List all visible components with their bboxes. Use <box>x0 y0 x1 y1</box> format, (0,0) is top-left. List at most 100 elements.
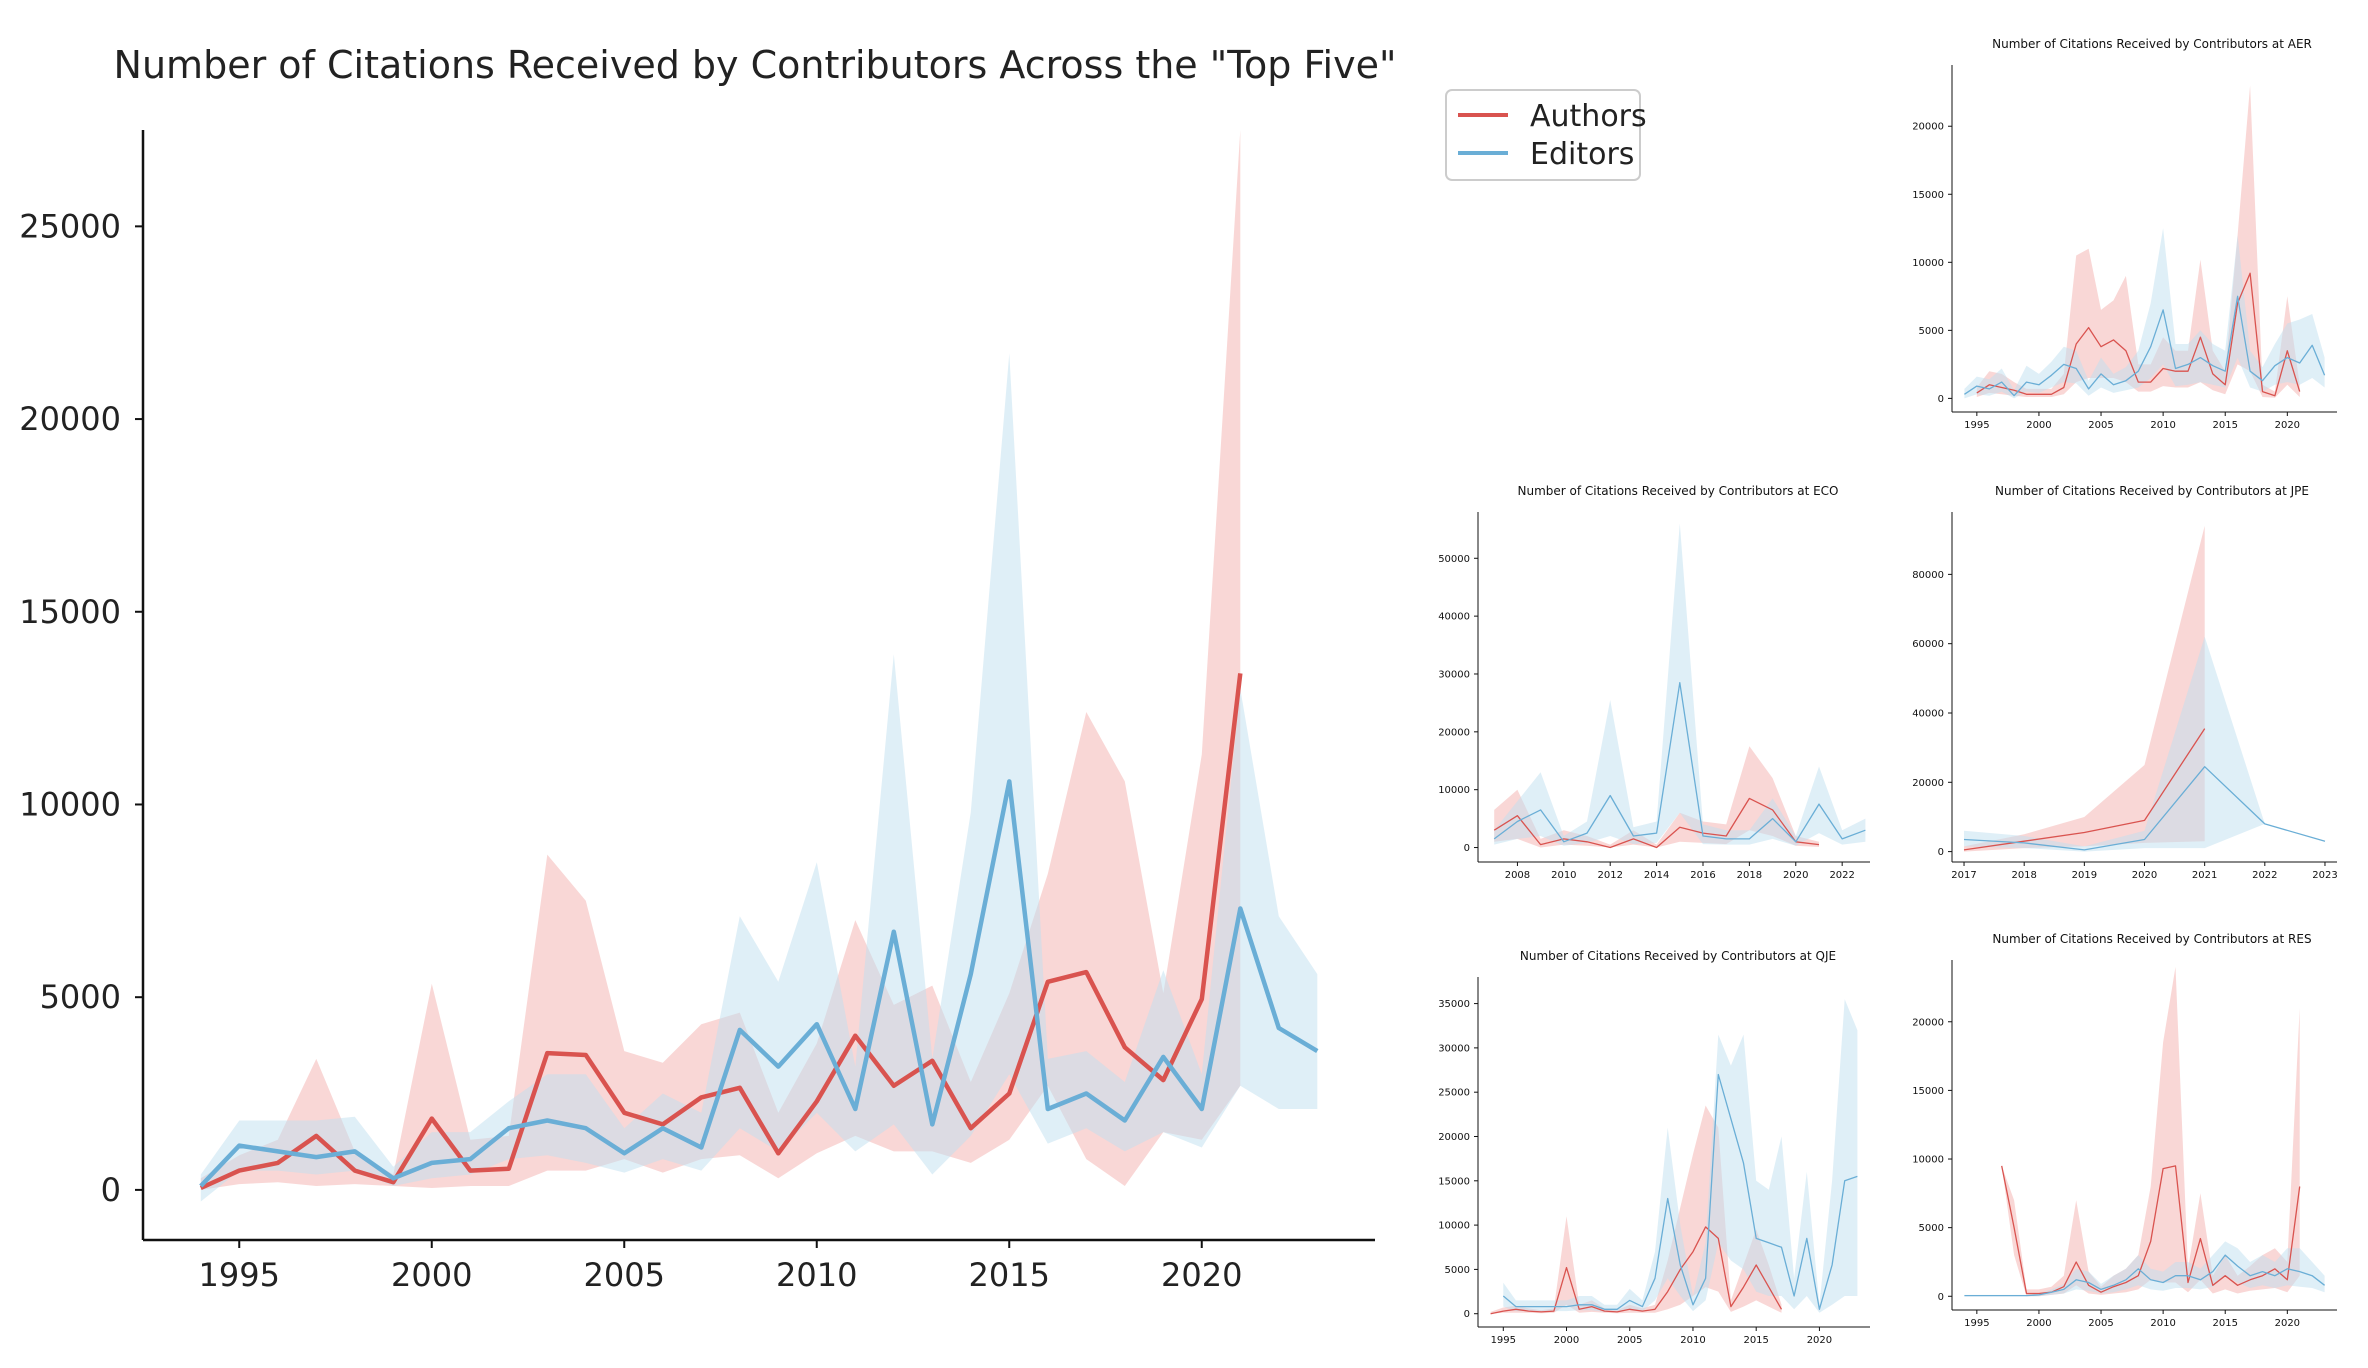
legend-frame <box>1445 89 1641 181</box>
top5-y-tick-label: 25000 <box>19 207 121 245</box>
top5-x-tick-label: 2005 <box>584 1256 665 1294</box>
top5-x-tick-label: 1995 <box>199 1256 280 1294</box>
res-y-tick-label: 5000 <box>1919 1223 1944 1234</box>
top5-y-tick-label: 20000 <box>19 400 121 438</box>
res-y-tick-label: 15000 <box>1912 1086 1944 1097</box>
eco-x-tick-label: 2010 <box>1551 870 1576 881</box>
jpe-y-tick-label: 20000 <box>1912 778 1944 789</box>
jpe-chart: Number of Citations Received by Contribu… <box>1912 484 2338 881</box>
jpe-x-tick-label: 2022 <box>2252 870 2277 881</box>
qje-y-tick-label: 35000 <box>1438 999 1470 1010</box>
res-x-tick-label: 2015 <box>2212 1318 2237 1329</box>
aer-y-tick-label: 10000 <box>1912 258 1944 269</box>
eco-x-tick-label: 2018 <box>1737 870 1762 881</box>
qje-y-tick-label: 15000 <box>1438 1176 1470 1187</box>
res-authors-band <box>2001 966 2300 1297</box>
aer-x-tick-label: 2020 <box>2275 420 2300 431</box>
qje-x-tick-label: 2005 <box>1617 1335 1642 1346</box>
eco-chart: Number of Citations Received by Contribu… <box>1438 484 1870 881</box>
qje-x-tick-label: 2015 <box>1743 1335 1768 1346</box>
qje-y-tick-label: 5000 <box>1445 1265 1470 1276</box>
jpe-x-tick-label: 2023 <box>2312 870 2337 881</box>
eco-y-tick-label: 0 <box>1464 843 1470 854</box>
eco-x-tick-label: 2012 <box>1597 870 1622 881</box>
jpe-y-tick-label: 80000 <box>1912 570 1944 581</box>
qje-y-tick-label: 20000 <box>1438 1132 1470 1143</box>
legend: Authors Editors <box>1445 89 1647 181</box>
top5-y-tick-label: 5000 <box>40 978 121 1016</box>
aer-x-tick-label: 2015 <box>2212 420 2237 431</box>
aer-authors-band <box>1976 85 2300 398</box>
top5-editors-band <box>200 353 1318 1202</box>
qje-authors-line <box>1490 1226 1783 1315</box>
qje-y-tick-label: 30000 <box>1438 1043 1470 1054</box>
qje-chart: Number of Citations Received by Contribu… <box>1438 949 1870 1346</box>
eco-y-tick-label: 30000 <box>1438 669 1470 680</box>
res-chart-title: Number of Citations Received by Contribu… <box>1992 932 2311 946</box>
res-y-tick-label: 20000 <box>1912 1017 1944 1028</box>
aer-y-tick-label: 20000 <box>1912 122 1944 133</box>
eco-x-tick-label: 2016 <box>1690 870 1715 881</box>
legend-editors-label: Editors <box>1530 137 1634 172</box>
aer-x-tick-label: 2005 <box>2088 420 2113 431</box>
top5-editors-line <box>199 779 1319 1188</box>
jpe-x-tick-label: 2017 <box>1951 870 1976 881</box>
aer-editors-band <box>1964 228 2325 399</box>
top5-y-tick-label: 15000 <box>19 593 121 631</box>
top5-x-tick-label: 2010 <box>776 1256 857 1294</box>
eco-y-tick-label: 20000 <box>1438 727 1470 738</box>
res-x-tick-label: 2010 <box>2150 1318 2175 1329</box>
main-chart-title: Number of Citations Received by Contribu… <box>114 43 1397 87</box>
aer-y-tick-label: 15000 <box>1912 190 1944 201</box>
top5-x-tick-label: 2000 <box>391 1256 472 1294</box>
qje-editors-band <box>1503 999 1858 1313</box>
eco-x-tick-label: 2014 <box>1644 870 1669 881</box>
aer-chart: Number of Citations Received by Contribu… <box>1912 37 2337 431</box>
aer-x-tick-label: 2000 <box>2026 420 2051 431</box>
eco-editors-line <box>1493 682 1866 843</box>
eco-y-tick-label: 10000 <box>1438 785 1470 796</box>
qje-x-tick-label: 2000 <box>1554 1335 1579 1346</box>
jpe-y-tick-label: 60000 <box>1912 639 1944 650</box>
top5-y-tick-label: 10000 <box>19 785 121 823</box>
res-editors-line <box>1964 1254 2325 1297</box>
res-y-tick-label: 0 <box>1938 1292 1944 1303</box>
jpe-x-tick-label: 2020 <box>2132 870 2157 881</box>
jpe-chart-title: Number of Citations Received by Contribu… <box>1995 484 2309 498</box>
res-x-tick-label: 2000 <box>2026 1318 2051 1329</box>
qje-x-tick-label: 1995 <box>1491 1335 1516 1346</box>
aer-authors-line <box>1976 272 2301 397</box>
jpe-editors-band <box>1964 636 2325 852</box>
eco-y-tick-label: 50000 <box>1438 554 1470 565</box>
qje-y-tick-label: 25000 <box>1438 1088 1470 1099</box>
qje-x-tick-label: 2020 <box>1807 1335 1832 1346</box>
jpe-x-tick-label: 2021 <box>2192 870 2217 881</box>
top5-x-tick-label: 2015 <box>969 1256 1050 1294</box>
res-chart: Number of Citations Received by Contribu… <box>1912 932 2337 1329</box>
jpe-y-tick-label: 40000 <box>1912 708 1944 719</box>
qje-chart-title: Number of Citations Received by Contribu… <box>1520 949 1836 963</box>
top5-x-tick-label: 2020 <box>1161 1256 1242 1294</box>
jpe-authors-band <box>1964 525 2205 852</box>
qje-y-tick-label: 0 <box>1464 1309 1470 1320</box>
eco-x-tick-label: 2022 <box>1829 870 1854 881</box>
jpe-editors-line <box>1963 766 2326 851</box>
jpe-x-tick-label: 2018 <box>2011 870 2036 881</box>
aer-editors-line <box>1964 295 2326 397</box>
eco-y-tick-label: 40000 <box>1438 612 1470 623</box>
aer-x-tick-label: 2010 <box>2150 420 2175 431</box>
qje-y-tick-label: 10000 <box>1438 1221 1470 1232</box>
jpe-x-tick-label: 2019 <box>2072 870 2097 881</box>
jpe-y-tick-label: 0 <box>1938 847 1944 858</box>
eco-authors-band <box>1494 746 1819 848</box>
res-x-tick-label: 1995 <box>1964 1318 1989 1329</box>
legend-authors-label: Authors <box>1530 99 1647 134</box>
res-x-tick-label: 2005 <box>2088 1318 2113 1329</box>
res-y-tick-label: 10000 <box>1912 1155 1944 1166</box>
aer-x-tick-label: 1995 <box>1964 420 1989 431</box>
aer-chart-title: Number of Citations Received by Contribu… <box>1992 37 2312 51</box>
main-chart: Number of Citations Received by Contribu… <box>19 43 1396 1294</box>
eco-x-tick-label: 2020 <box>1783 870 1808 881</box>
jpe-authors-line <box>1963 728 2206 851</box>
